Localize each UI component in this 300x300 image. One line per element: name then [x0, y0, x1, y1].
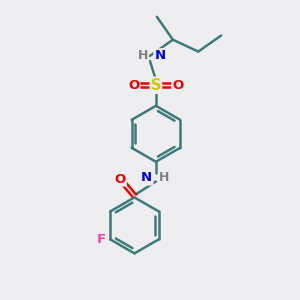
Text: H: H — [137, 49, 148, 62]
Text: N: N — [154, 49, 166, 62]
Text: F: F — [97, 233, 106, 246]
Text: N: N — [141, 172, 152, 184]
Text: O: O — [115, 172, 126, 185]
Text: O: O — [128, 79, 140, 92]
Text: H: H — [159, 172, 169, 184]
Text: O: O — [172, 79, 184, 92]
Text: S: S — [151, 78, 161, 93]
